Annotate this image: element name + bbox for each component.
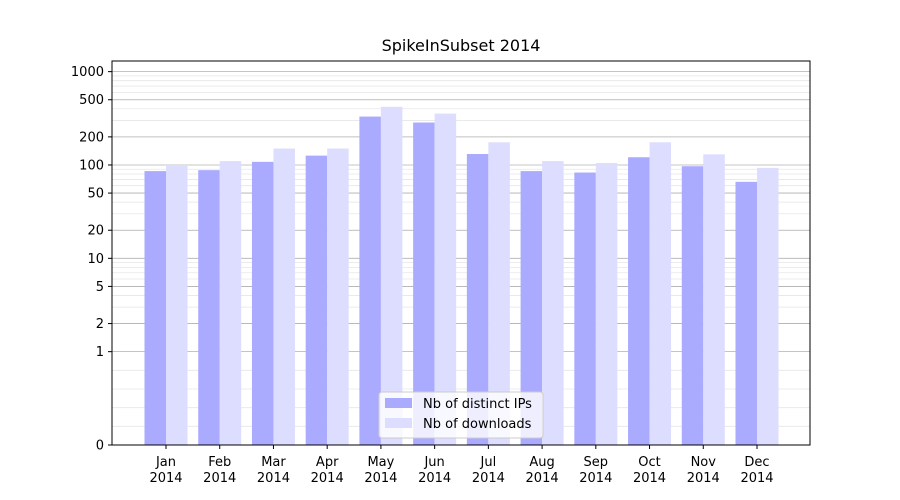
bar <box>466 154 489 446</box>
x-tick-label: Sep 2014 <box>579 455 612 486</box>
bar <box>434 113 457 446</box>
bar <box>703 154 725 445</box>
y-tick-label: 5 <box>96 280 104 295</box>
legend-box <box>378 391 544 439</box>
y-tick-label: 1000 <box>71 65 104 80</box>
x-tick-label: Feb 2014 <box>203 455 236 486</box>
bar <box>735 181 757 445</box>
y-tick-label: 20 <box>87 224 104 239</box>
x-tick-label: Aug 2014 <box>526 455 559 486</box>
y-tick-label: 200 <box>79 130 104 145</box>
bar <box>595 162 618 445</box>
bar <box>327 148 349 445</box>
x-tick-label: Oct 2014 <box>633 455 666 486</box>
legend-label: Nb of distinct IPs <box>423 397 532 412</box>
x-tick-label: Mar 2014 <box>257 455 290 486</box>
x-tick-label: Jul 2014 <box>472 455 505 486</box>
bar <box>628 157 650 445</box>
bar <box>380 106 403 445</box>
legend-label: Nb of downloads <box>423 417 532 432</box>
bar <box>198 170 220 445</box>
y-tick-label: 10 <box>87 252 104 267</box>
bar <box>144 171 166 445</box>
y-tick-label: 2 <box>96 317 104 332</box>
x-tick-label: Jan 2014 <box>149 455 182 486</box>
plot-frame <box>111 60 811 446</box>
chart-title: SpikeInSubset 2014 <box>382 36 541 55</box>
bar <box>574 172 596 446</box>
bar <box>219 161 242 446</box>
bar <box>273 148 295 445</box>
y-tick-label: 100 <box>79 158 104 173</box>
bar <box>681 166 704 446</box>
bar <box>649 142 672 445</box>
bar <box>166 164 188 446</box>
y-tick-label: 0 <box>96 439 104 454</box>
bar <box>542 161 564 446</box>
x-tick-label: Nov 2014 <box>687 455 720 486</box>
bar <box>413 122 435 445</box>
y-tick-label: 500 <box>79 93 104 108</box>
x-tick-label: Apr 2014 <box>311 455 344 486</box>
bar <box>305 155 328 445</box>
bar <box>520 171 543 445</box>
x-tick-label: Jun 2014 <box>418 455 451 486</box>
bar <box>488 142 510 445</box>
x-axis: Jan 2014 Feb 2014 Mar 2014 Apr 2014 May 2014 Jun 20… <box>149 445 774 486</box>
x-tick-label: Dec 2014 <box>740 455 773 486</box>
bar <box>757 167 779 446</box>
y-tick-label: 1 <box>96 345 104 360</box>
legend-swatch <box>385 398 412 408</box>
legend: Nb of distinct IPs Nb of downloads <box>378 391 544 439</box>
y-tick-label: 50 <box>87 187 104 202</box>
x-tick-label: May 2014 <box>364 455 397 486</box>
bars <box>144 106 779 446</box>
legend-swatch <box>385 418 412 428</box>
bar <box>251 161 274 446</box>
bar <box>359 116 381 445</box>
y-axis: 0 1 2 5 10 20 50 100 200 500 1000 <box>71 65 112 454</box>
